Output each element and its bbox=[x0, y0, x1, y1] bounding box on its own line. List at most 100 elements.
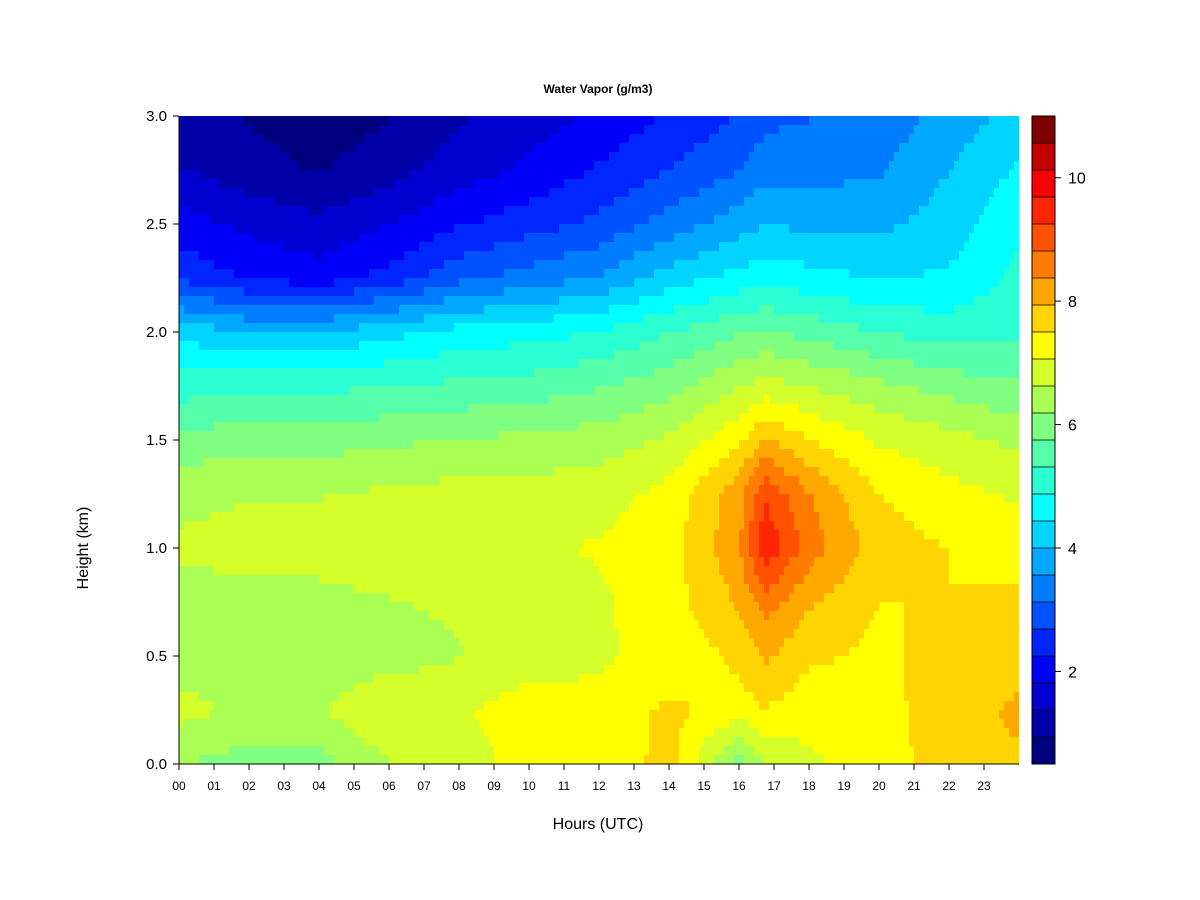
heatmap-cell bbox=[254, 197, 260, 207]
heatmap-cell bbox=[204, 278, 210, 288]
heatmap-cell bbox=[484, 278, 490, 288]
heatmap-cell bbox=[649, 377, 655, 387]
heatmap-cell bbox=[319, 341, 325, 351]
heatmap-cell bbox=[444, 350, 450, 360]
heatmap-cell bbox=[934, 125, 940, 135]
heatmap-cell bbox=[364, 260, 370, 270]
heatmap-cell bbox=[874, 278, 880, 288]
heatmap-cell bbox=[969, 287, 975, 297]
heatmap-cell bbox=[409, 332, 415, 342]
heatmap-cell bbox=[219, 197, 225, 207]
heatmap-cell bbox=[349, 350, 355, 360]
heatmap-cell bbox=[949, 170, 955, 180]
heatmap-cell bbox=[344, 278, 350, 288]
heatmap-cell bbox=[1014, 359, 1019, 369]
heatmap-cell bbox=[474, 188, 480, 198]
heatmap-cell bbox=[694, 251, 700, 261]
heatmap-cell bbox=[909, 215, 915, 225]
heatmap-cell bbox=[529, 314, 535, 324]
heatmap-cell bbox=[574, 242, 580, 252]
heatmap-cell bbox=[884, 197, 890, 207]
heatmap-cell bbox=[429, 161, 435, 171]
heatmap-cell bbox=[894, 314, 900, 324]
heatmap-cell bbox=[959, 125, 965, 135]
heatmap-cell bbox=[244, 278, 250, 288]
heatmap-cell bbox=[274, 332, 280, 342]
heatmap-cell bbox=[609, 242, 615, 252]
heatmap-cell bbox=[364, 251, 370, 261]
heatmap-cell bbox=[579, 368, 585, 378]
heatmap-cell bbox=[289, 269, 295, 279]
heatmap-cell bbox=[299, 377, 305, 387]
heatmap-cell bbox=[914, 152, 920, 162]
heatmap-cell bbox=[999, 116, 1005, 126]
heatmap-cell bbox=[524, 287, 530, 297]
heatmap-cell bbox=[1009, 233, 1015, 243]
heatmap-cell bbox=[749, 170, 755, 180]
heatmap-cell bbox=[794, 224, 800, 234]
heatmap-cell bbox=[919, 296, 925, 306]
heatmap-cell bbox=[214, 305, 220, 315]
heatmap-cell bbox=[874, 368, 880, 378]
heatmap-cell bbox=[464, 269, 470, 279]
heatmap-cell bbox=[599, 161, 605, 171]
heatmap-cell bbox=[914, 170, 920, 180]
heatmap-cell bbox=[459, 278, 465, 288]
heatmap-cell bbox=[669, 359, 675, 369]
heatmap-cell bbox=[589, 305, 595, 315]
heatmap-cell bbox=[614, 323, 620, 333]
heatmap-cell bbox=[1009, 188, 1015, 198]
heatmap-cell bbox=[814, 341, 820, 351]
heatmap-cell bbox=[244, 323, 250, 333]
heatmap-cell bbox=[684, 116, 690, 126]
heatmap-cell bbox=[784, 368, 790, 378]
heatmap-cell bbox=[254, 206, 260, 216]
heatmap-cell bbox=[499, 332, 505, 342]
heatmap-cell bbox=[339, 134, 345, 144]
heatmap-cell bbox=[444, 278, 450, 288]
heatmap-cell bbox=[629, 269, 635, 279]
heatmap-cell bbox=[789, 188, 795, 198]
heatmap-cell bbox=[354, 161, 360, 171]
heatmap-cell bbox=[254, 332, 260, 342]
heatmap-cell bbox=[994, 269, 1000, 279]
heatmap-cell bbox=[424, 179, 430, 189]
heatmap-cell bbox=[629, 278, 635, 288]
heatmap-cell bbox=[359, 287, 365, 297]
heatmap-cell bbox=[264, 188, 270, 198]
heatmap-cell bbox=[344, 350, 350, 360]
heatmap-cell bbox=[234, 161, 240, 171]
heatmap-cell bbox=[594, 161, 600, 171]
heatmap-cell bbox=[629, 251, 635, 261]
heatmap-cell bbox=[344, 197, 350, 207]
heatmap-cell bbox=[614, 134, 620, 144]
heatmap-cell bbox=[364, 314, 370, 324]
heatmap-cell bbox=[944, 224, 950, 234]
heatmap-cell bbox=[819, 368, 825, 378]
heatmap-cell bbox=[199, 269, 205, 279]
heatmap-cell bbox=[794, 287, 800, 297]
heatmap-cell bbox=[669, 323, 675, 333]
heatmap-cell bbox=[439, 269, 445, 279]
heatmap-cell bbox=[454, 350, 460, 360]
heatmap-cell bbox=[309, 377, 315, 387]
heatmap-cell bbox=[639, 260, 645, 270]
heatmap-cell bbox=[794, 161, 800, 171]
heatmap-cell bbox=[824, 314, 830, 324]
heatmap-cell bbox=[249, 341, 255, 351]
heatmap-cell bbox=[999, 332, 1005, 342]
heatmap-cell bbox=[584, 341, 590, 351]
heatmap-cell bbox=[239, 305, 245, 315]
heatmap-cell bbox=[434, 323, 440, 333]
heatmap-cell bbox=[734, 350, 740, 360]
heatmap-cell bbox=[204, 368, 210, 378]
heatmap-cell bbox=[719, 278, 725, 288]
heatmap-cell bbox=[859, 188, 865, 198]
heatmap-cell bbox=[559, 350, 565, 360]
heatmap-cell bbox=[209, 296, 215, 306]
heatmap-cell bbox=[299, 332, 305, 342]
heatmap-cell bbox=[464, 224, 470, 234]
heatmap-cell bbox=[254, 224, 260, 234]
heatmap-cell bbox=[279, 359, 285, 369]
heatmap-cell bbox=[949, 305, 955, 315]
